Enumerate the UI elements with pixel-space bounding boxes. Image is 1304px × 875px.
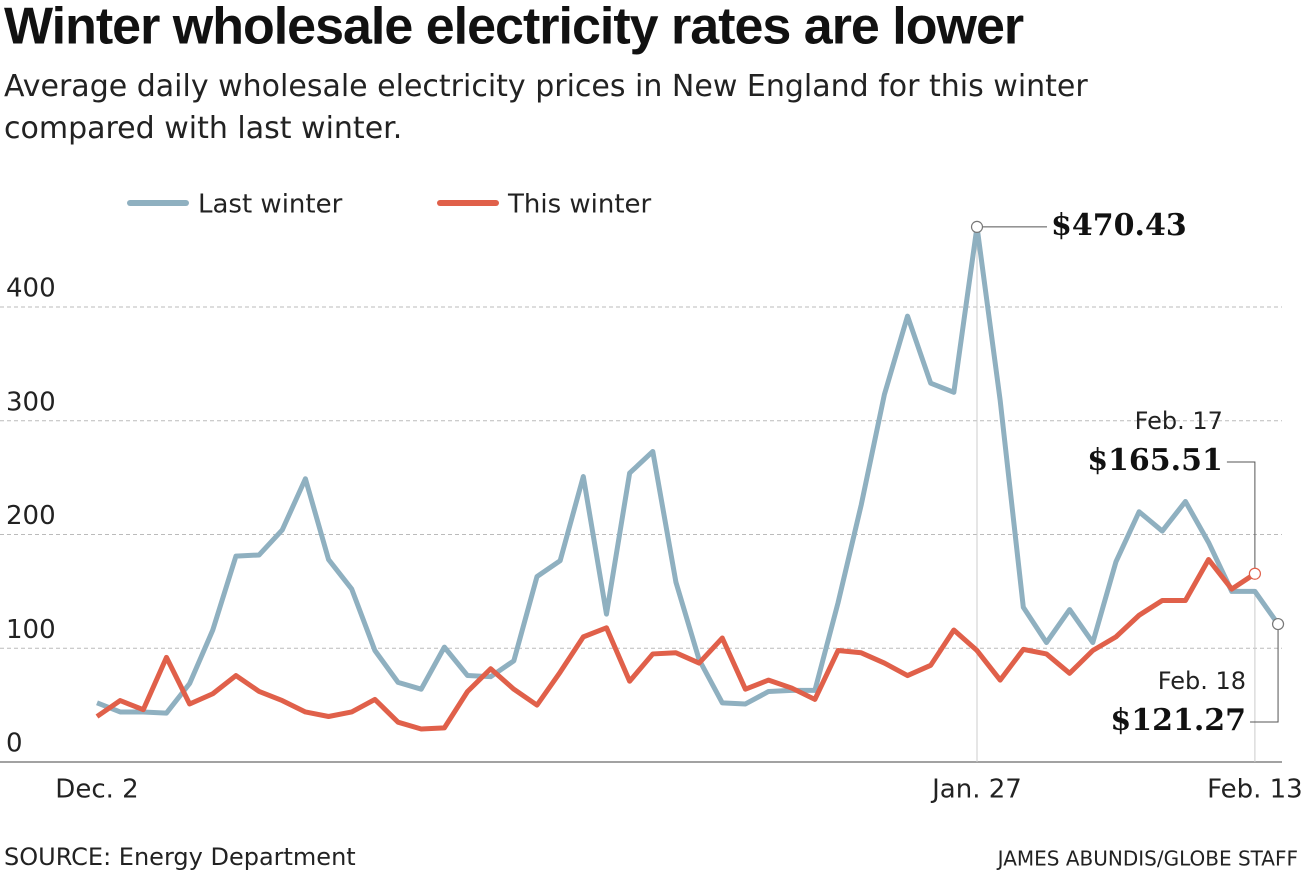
legend-label: Last winter bbox=[198, 190, 343, 220]
point bbox=[1271, 617, 1285, 631]
value-label: $470.43 bbox=[1051, 208, 1187, 243]
credit: JAMES ABUNDIS/GLOBE STAFF bbox=[996, 847, 1298, 871]
annotation: Feb. 17 bbox=[1135, 407, 1223, 435]
series-line bbox=[96, 224, 1281, 716]
value-label: $121.27 bbox=[1110, 703, 1246, 738]
subtitle-box: Average daily wholesale electricity pric… bbox=[4, 69, 1088, 146]
y-tick-label: 100 bbox=[6, 615, 56, 645]
series-line bbox=[95, 557, 1257, 732]
y-tick-label: 300 bbox=[6, 387, 56, 417]
x-tick-label: Feb. 13 bbox=[1207, 775, 1303, 805]
leader bbox=[1226, 461, 1256, 574]
point bbox=[1248, 567, 1261, 580]
y-tick-label: 400 bbox=[6, 274, 56, 304]
x-tick-label: Jan. 27 bbox=[930, 775, 1022, 805]
chart-title: Winter wholesale electricity rates are l… bbox=[4, 0, 1024, 56]
annotation: Feb. 18 bbox=[1158, 667, 1246, 695]
point bbox=[970, 220, 984, 233]
x-tick-label: Dec. 2 bbox=[55, 775, 138, 805]
legend-label: This winter bbox=[507, 190, 652, 220]
leader bbox=[1250, 624, 1279, 723]
value-label: $165.51 bbox=[1087, 443, 1223, 478]
chart-subtitle: Average daily wholesale electricity pric… bbox=[4, 69, 1088, 146]
source: SOURCE: Energy Department bbox=[4, 843, 356, 871]
y-tick-label: 200 bbox=[6, 501, 56, 531]
y-tick-label: 0 bbox=[6, 729, 23, 759]
